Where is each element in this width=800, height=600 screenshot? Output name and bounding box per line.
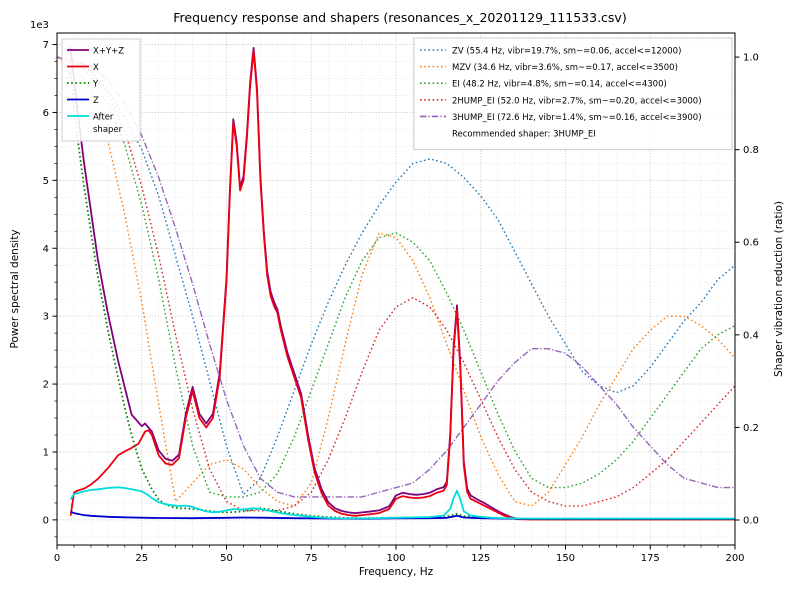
svg-text:EI (48.2 Hz, vibr=4.8%, sm~=0.: EI (48.2 Hz, vibr=4.8%, sm~=0.14, accel<… — [452, 80, 667, 90]
svg-text:2: 2 — [43, 380, 49, 391]
svg-text:0: 0 — [43, 515, 49, 526]
svg-text:MZV (34.6 Hz, vibr=3.6%, sm~=0: MZV (34.6 Hz, vibr=3.6%, sm~=0.17, accel… — [452, 63, 678, 73]
x-axis: 0 25 50 75 100 125 150 175 200 — [54, 545, 745, 564]
svg-text:X+Y+Z: X+Y+Z — [93, 47, 124, 57]
svg-text:2HUMP_EI (52.0 Hz, vibr=2.7%,: 2HUMP_EI (52.0 Hz, vibr=2.7%, sm~=0.20, … — [452, 96, 702, 106]
y-axis-right: 0.0 0.2 0.4 0.6 0.8 1.0 — [735, 53, 759, 527]
curve-shaper-EI — [57, 56, 735, 498]
curve-psd-x — [69, 50, 735, 521]
svg-text:3: 3 — [43, 312, 49, 323]
svg-text:After: After — [93, 113, 114, 123]
x-axis-label: Frequency, Hz — [358, 566, 434, 578]
svg-text:X: X — [93, 63, 99, 73]
curve-shaper-3HUMP_EI — [57, 56, 735, 498]
svg-text:25: 25 — [135, 553, 148, 564]
svg-text:175: 175 — [641, 553, 660, 564]
curve-shaper-ZV — [57, 56, 735, 496]
svg-text:3HUMP_EI (72.6 Hz, vibr=1.4%,: 3HUMP_EI (72.6 Hz, vibr=1.4%, sm~=0.16, … — [452, 113, 702, 123]
svg-text:0.8: 0.8 — [743, 145, 759, 156]
svg-text:ZV (55.4 Hz, vibr=19.7%, sm~=0: ZV (55.4 Hz, vibr=19.7%, sm~=0.06, accel… — [452, 47, 681, 57]
curve-psd-sum — [66, 47, 735, 521]
legend-shapers-box — [413, 37, 733, 151]
svg-text:6: 6 — [43, 108, 49, 119]
svg-text:0.0: 0.0 — [743, 516, 759, 527]
curve-psd-after_shaper — [69, 486, 735, 520]
svg-text:Y: Y — [92, 80, 99, 90]
svg-text:4: 4 — [43, 244, 49, 255]
svg-text:0: 0 — [54, 553, 60, 564]
y-axis-left: 0 1 2 3 4 5 6 7 — [43, 40, 57, 538]
grid-major — [56, 33, 736, 545]
chart-title: Frequency response and shapers (resonanc… — [173, 10, 627, 25]
y-axis-label-right: Shaper vibration reduction (ratio) — [773, 200, 785, 378]
svg-text:7: 7 — [43, 40, 49, 51]
svg-text:125: 125 — [471, 553, 490, 564]
svg-text:100: 100 — [386, 553, 405, 564]
recommended-shaper-note: Recommended shaper: 3HUMP_EI — [452, 130, 596, 140]
svg-text:150: 150 — [556, 553, 575, 564]
svg-text:shaper: shaper — [93, 125, 123, 135]
svg-text:50: 50 — [220, 553, 233, 564]
legend-psd: X+Y+Z XYZ After shaper — [61, 38, 141, 142]
legend-shapers: ZV (55.4 Hz, vibr=19.7%, sm~=0.06, accel… — [413, 37, 733, 151]
svg-text:Z: Z — [93, 96, 99, 106]
svg-text:0.4: 0.4 — [743, 330, 759, 341]
legend-psd-box — [61, 38, 141, 142]
svg-text:5: 5 — [43, 176, 49, 187]
svg-text:0.2: 0.2 — [743, 423, 759, 434]
svg-text:1.0: 1.0 — [743, 53, 759, 64]
y-axis-label-left: Power spectral density — [9, 229, 21, 349]
svg-text:75: 75 — [305, 553, 318, 564]
curve-shaper-2HUMP_EI — [57, 56, 735, 512]
svg-text:200: 200 — [725, 553, 744, 564]
shaper-curves — [57, 56, 735, 512]
svg-text:0.6: 0.6 — [743, 238, 759, 249]
svg-text:1: 1 — [43, 447, 49, 458]
y-axis-offset-text: 1e3 — [30, 20, 49, 31]
psd-curves — [66, 47, 735, 521]
